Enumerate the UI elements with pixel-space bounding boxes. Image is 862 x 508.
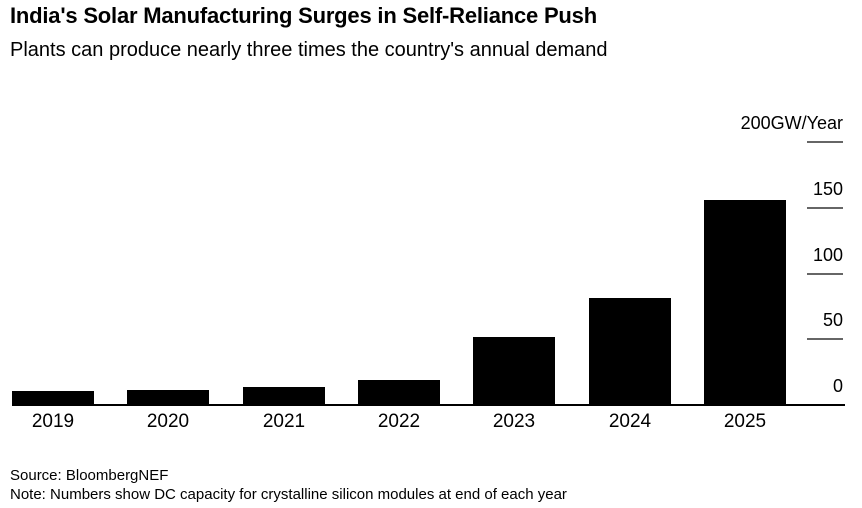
source-line: Source: BloombergNEF: [10, 467, 169, 484]
x-tick-label-2023: 2023: [492, 411, 536, 432]
y-tick-label-0: 0: [832, 376, 843, 396]
note-line: Note: Numbers show DC capacity for cryst…: [10, 486, 567, 503]
x-tick-label-2024: 2024: [608, 411, 652, 432]
bar-2020: [127, 390, 209, 404]
x-tick-label-2022: 2022: [377, 411, 421, 432]
y-tick-label-150: 150: [812, 179, 843, 199]
y-tick-mark-100: [807, 273, 843, 275]
y-tick-label-50: 50: [822, 310, 843, 330]
y-tick-mark-50: [807, 338, 843, 340]
x-tick-label-2020: 2020: [146, 411, 190, 432]
y-tick-mark-150: [807, 207, 843, 209]
x-tick-label-2025: 2025: [723, 411, 767, 432]
footer: Source: BloombergNEF Note: Numbers show …: [10, 466, 567, 504]
bar-2022: [358, 380, 440, 404]
y-tick-label-100: 100: [812, 245, 843, 265]
y-tick-mark-200: [807, 141, 843, 143]
x-tick-label-2019: 2019: [31, 411, 75, 432]
bar-2019: [12, 391, 94, 404]
x-tick-label-2021: 2021: [262, 411, 306, 432]
bar-2024: [589, 298, 671, 404]
y-axis-unit-label: 200GW/Year: [740, 113, 843, 133]
bar-2021: [243, 387, 325, 404]
chart-subtitle: Plants can produce nearly three times th…: [10, 39, 608, 61]
x-axis-line: [12, 404, 845, 406]
chart-title: India's Solar Manufacturing Surges in Se…: [10, 3, 597, 28]
bar-2023: [473, 337, 555, 404]
bar-2025: [704, 200, 786, 404]
